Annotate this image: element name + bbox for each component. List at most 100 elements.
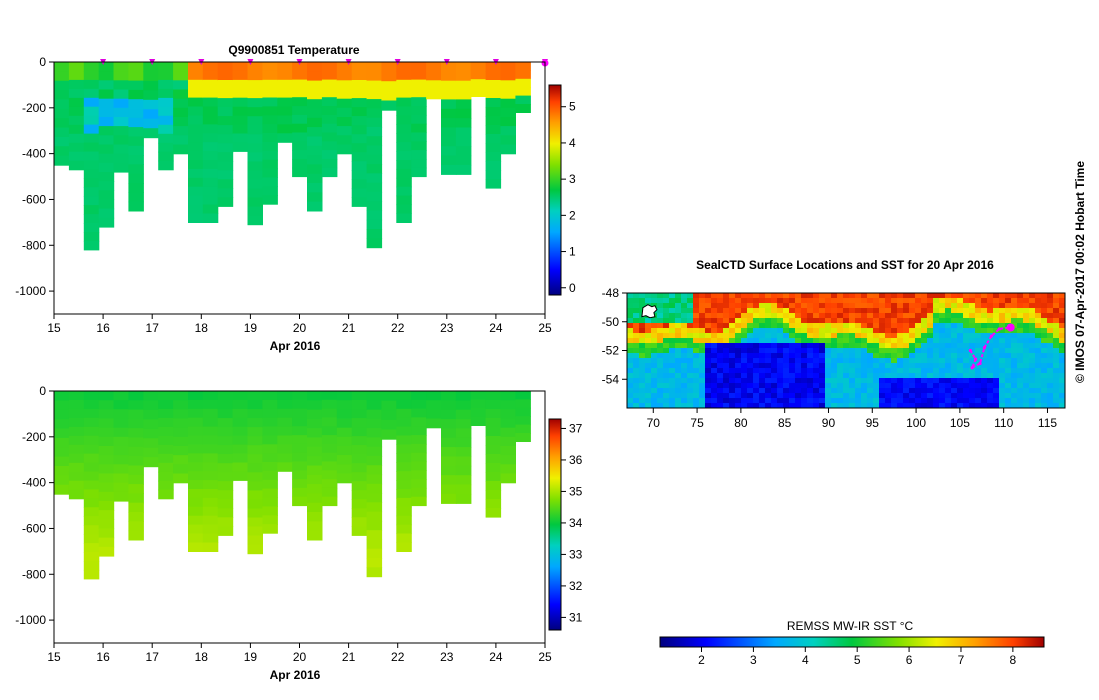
sst-cell bbox=[951, 348, 958, 354]
track-point bbox=[978, 361, 982, 366]
sst-cell bbox=[885, 303, 892, 309]
sst-cell bbox=[813, 398, 820, 404]
sst-cell bbox=[963, 343, 970, 349]
profile-cell bbox=[515, 407, 531, 417]
sst-cell bbox=[843, 383, 850, 389]
sst-cell bbox=[663, 363, 670, 369]
sst-cell bbox=[723, 328, 730, 334]
profile-cell bbox=[366, 182, 383, 193]
sst-cell bbox=[663, 343, 670, 349]
sst-cell bbox=[675, 318, 682, 324]
sst-cell bbox=[669, 328, 676, 334]
sst-cell bbox=[921, 298, 928, 304]
sst-cell bbox=[765, 313, 772, 319]
profile-cell bbox=[262, 195, 278, 205]
profile-cell bbox=[83, 471, 100, 481]
profile-cell bbox=[158, 62, 174, 72]
profile-cell bbox=[158, 151, 174, 162]
sst-cell bbox=[987, 338, 994, 344]
sst-cell bbox=[627, 328, 634, 334]
profile-cell bbox=[515, 399, 531, 409]
profile-cell bbox=[351, 499, 368, 509]
profile-cell bbox=[485, 116, 502, 126]
sst-cell bbox=[801, 348, 808, 354]
sst-cell bbox=[915, 368, 922, 374]
sst-cell bbox=[939, 378, 946, 384]
sst-cell bbox=[837, 343, 844, 349]
sst-cell bbox=[975, 388, 982, 394]
sst-cell bbox=[885, 293, 892, 299]
sst-cell bbox=[975, 383, 982, 389]
sst-cell bbox=[855, 393, 862, 399]
sst-cell bbox=[999, 323, 1006, 329]
profile-cell bbox=[336, 89, 353, 100]
sst-cell bbox=[705, 378, 712, 384]
profile-cell bbox=[173, 62, 189, 72]
sst-cell bbox=[657, 318, 664, 324]
profile-cell bbox=[277, 133, 293, 143]
sst-cell bbox=[819, 333, 826, 339]
sst-cell bbox=[651, 403, 658, 408]
sst-cell bbox=[663, 303, 670, 309]
sst-cell bbox=[945, 333, 952, 339]
profile-cell bbox=[366, 530, 383, 541]
sst-cell bbox=[993, 298, 1000, 304]
profile-cell bbox=[143, 391, 159, 401]
sst-cell bbox=[921, 338, 928, 344]
sst-cell bbox=[735, 373, 742, 379]
sst-cell bbox=[723, 393, 730, 399]
profile-cell bbox=[396, 524, 412, 535]
sst-cell bbox=[705, 358, 712, 364]
profile-cell bbox=[128, 428, 144, 439]
profile-cell bbox=[292, 141, 308, 151]
sst-cell bbox=[873, 323, 880, 329]
sst-cell bbox=[867, 298, 874, 304]
sst-cell bbox=[945, 298, 952, 304]
sst-cell bbox=[843, 343, 850, 349]
profile-cell bbox=[455, 108, 472, 119]
profile-cell bbox=[202, 444, 219, 454]
sst-cell bbox=[969, 388, 976, 394]
sst-cell bbox=[891, 373, 898, 379]
profile-cell bbox=[128, 484, 144, 494]
sst-cell bbox=[891, 338, 898, 344]
profile-cell bbox=[351, 508, 368, 518]
profile-cell bbox=[202, 408, 219, 419]
sst-cell bbox=[939, 318, 946, 324]
sst-cell bbox=[867, 293, 874, 299]
profile-cell bbox=[366, 437, 383, 448]
x-tick-label: 25 bbox=[538, 321, 552, 335]
profile-cell bbox=[396, 142, 412, 152]
sst-cell bbox=[705, 293, 712, 299]
sst-cell bbox=[723, 348, 730, 354]
sst-cell bbox=[891, 393, 898, 399]
profile-cell bbox=[441, 127, 457, 138]
sst-cell bbox=[795, 398, 802, 404]
sst-cell bbox=[825, 393, 832, 399]
sst-cell bbox=[645, 393, 652, 399]
sst-cell bbox=[729, 338, 736, 344]
sst-cell bbox=[717, 318, 724, 324]
sst-cell bbox=[927, 293, 934, 299]
profile-cell bbox=[262, 444, 278, 454]
sst-cell bbox=[741, 328, 748, 334]
profile-cell bbox=[202, 542, 219, 552]
sst-cell bbox=[813, 343, 820, 349]
sst-cell bbox=[897, 298, 904, 304]
x-tick-label: 25 bbox=[538, 650, 552, 664]
profile-cell bbox=[98, 391, 115, 401]
sst-cell bbox=[717, 308, 724, 314]
sst-cell bbox=[681, 348, 688, 354]
sst-cell bbox=[987, 343, 994, 349]
profile-column bbox=[113, 391, 129, 502]
sst-cell bbox=[963, 328, 970, 334]
sst-cell bbox=[627, 338, 634, 344]
sst-cell bbox=[987, 378, 994, 384]
sst-cell bbox=[951, 368, 958, 374]
profile-cell bbox=[113, 491, 129, 502]
profile-cell bbox=[351, 472, 368, 482]
sst-cell bbox=[639, 398, 646, 404]
sst-cell bbox=[837, 298, 844, 304]
profile-cell bbox=[277, 70, 293, 81]
sst-cell bbox=[795, 393, 802, 399]
